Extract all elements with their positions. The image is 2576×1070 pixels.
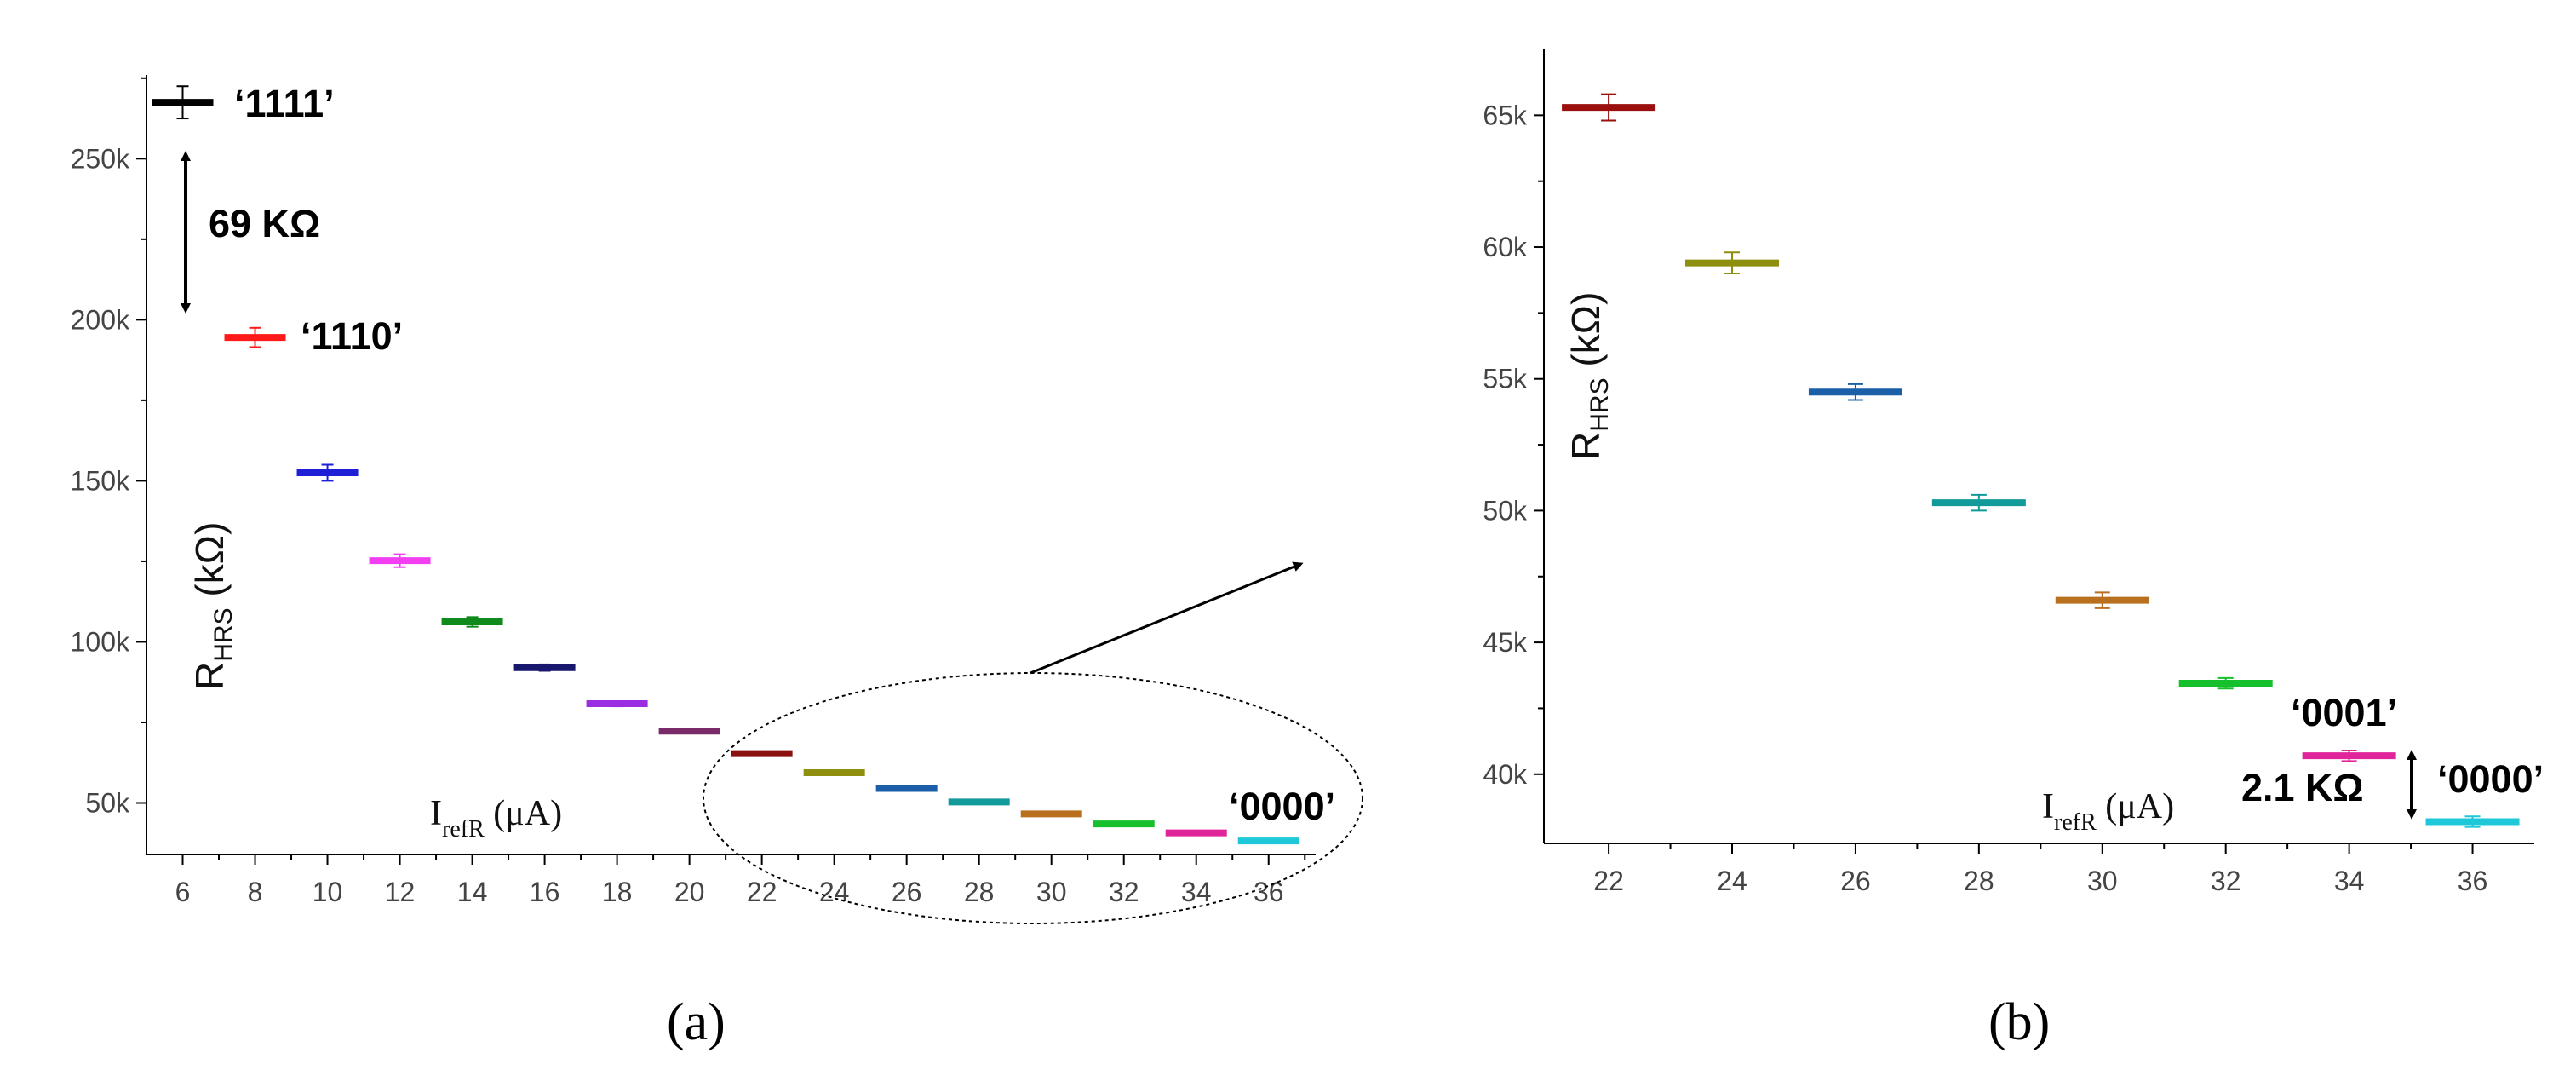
annotation-code-1111: ‘1111’ xyxy=(234,82,335,125)
chart-a-y-tick-label: 100k xyxy=(71,626,130,657)
chart-a-y-tick-label: 250k xyxy=(71,143,130,174)
chart-a-x-tick-label: 24 xyxy=(819,877,850,907)
chart-b-axes: 40k 45k 50k 55k 60k 65k 22 24 26 28 30 32 34 36 xyxy=(1483,49,2534,896)
chart-a-x-tick-label: 20 xyxy=(674,877,705,907)
annotation-diff-a: 69 KΩ xyxy=(209,202,320,245)
chart-a-x-tick-label: 28 xyxy=(964,877,995,907)
annotation-code-0000-a: ‘0000’ xyxy=(1229,785,1335,828)
chart-a-y-tick-label: 200k xyxy=(71,304,130,335)
chart-a-x-tick-label: 14 xyxy=(457,877,488,907)
chart-b-x-tick-label: 34 xyxy=(2334,866,2365,896)
chart-b-y-tick-label: 40k xyxy=(1483,759,1528,790)
chart-a-x-tick-label: 26 xyxy=(892,877,922,907)
chart-a-ylabel-unit: (kΩ) xyxy=(187,522,232,608)
chart-a-xlabel-unit: (μA) xyxy=(485,794,562,833)
chart-b-ylabel-unit: (kΩ) xyxy=(1563,292,1608,378)
annotation-code-1110: ‘1110’ xyxy=(301,314,403,358)
chart-b-xlabel-main: I xyxy=(2042,787,2054,826)
chart-b-x-tick-label: 28 xyxy=(1964,866,1994,896)
chart-a-ylabel: RHRS (kΩ) xyxy=(187,522,238,690)
annotation-code-0001: ‘0001’ xyxy=(2291,691,2397,734)
chart-a-y-tick-label: 50k xyxy=(85,788,130,819)
chart-a-x-tick-label: 12 xyxy=(385,877,416,907)
chart-panel-a: 50k 100k 150k 200k 250k 6 8 10 12 14 16 18 20 22 24 26 2… xyxy=(71,75,1363,1051)
chart-b-x-tick-label: 24 xyxy=(1717,866,1747,896)
chart-a-x-tick-label: 6 xyxy=(175,877,191,907)
chart-b-y-tick-label: 65k xyxy=(1483,100,1528,130)
chart-b-x-tick-label: 22 xyxy=(1593,866,1624,896)
chart-a-x-tick-label: 32 xyxy=(1109,877,1139,907)
chart-b-marks xyxy=(1562,93,2520,828)
chart-b-ylabel-main: R xyxy=(1563,432,1608,460)
zoom-pointer-arrow xyxy=(1030,561,1304,675)
chart-a-x-tick-label: 10 xyxy=(313,877,343,907)
chart-a-marks xyxy=(152,85,1299,845)
chart-b-y-tick-label: 55k xyxy=(1483,364,1528,394)
chart-b-xlabel: IrefR (μA) xyxy=(2042,787,2174,836)
chart-a-x-tick-label: 18 xyxy=(602,877,633,907)
panel-label-a: (a) xyxy=(667,993,726,1051)
panel-label-b: (b) xyxy=(1988,993,2050,1051)
chart-a-x-tick-label: 30 xyxy=(1036,877,1067,907)
annotation-code-0000-b: ‘0000’ xyxy=(2437,757,2544,801)
chart-a-xlabel: IrefR (μA) xyxy=(430,794,562,843)
chart-a-ylabel-main: R xyxy=(187,662,232,690)
chart-b-xlabel-sub: refR xyxy=(2054,809,2097,836)
chart-a-x-tick-label: 8 xyxy=(248,877,263,907)
chart-b-ylabel: RHRS (kΩ) xyxy=(1563,292,1614,460)
chart-a-x-tick-label: 34 xyxy=(1181,877,1212,907)
chart-b-y-tick-label: 45k xyxy=(1483,627,1528,658)
chart-a-ylabel-sub: HRS xyxy=(209,607,238,661)
chart-a-xlabel-sub: refR xyxy=(442,816,485,843)
chart-b-x-tick-label: 32 xyxy=(2211,866,2241,896)
chart-b-x-tick-label: 26 xyxy=(1840,866,1871,896)
chart-b-x-tick-label: 36 xyxy=(2458,866,2488,896)
chart-a-xlabel-main: I xyxy=(430,794,442,833)
chart-b-xlabel-unit: (μA) xyxy=(2097,787,2174,826)
chart-panel-b: 40k 45k 50k 55k 60k 65k 22 24 26 28 30 32 34 36 RHRS … xyxy=(1483,49,2544,1051)
chart-b-y-tick-label: 60k xyxy=(1483,232,1528,262)
chart-b-ylabel-sub: HRS xyxy=(1586,377,1614,431)
chart-a-x-tick-label: 16 xyxy=(530,877,560,907)
chart-b-y-tick-label: 50k xyxy=(1483,495,1528,526)
chart-b-x-tick-label: 30 xyxy=(2087,866,2118,896)
chart-a-x-tick-label: 22 xyxy=(747,877,777,907)
chart-a-axes: 50k 100k 150k 200k 250k 6 8 10 12 14 16 18 20 22 24 26 2… xyxy=(71,75,1316,907)
chart-a-y-tick-label: 150k xyxy=(71,465,130,496)
annotation-diff-b: 2.1 KΩ xyxy=(2241,766,2364,809)
